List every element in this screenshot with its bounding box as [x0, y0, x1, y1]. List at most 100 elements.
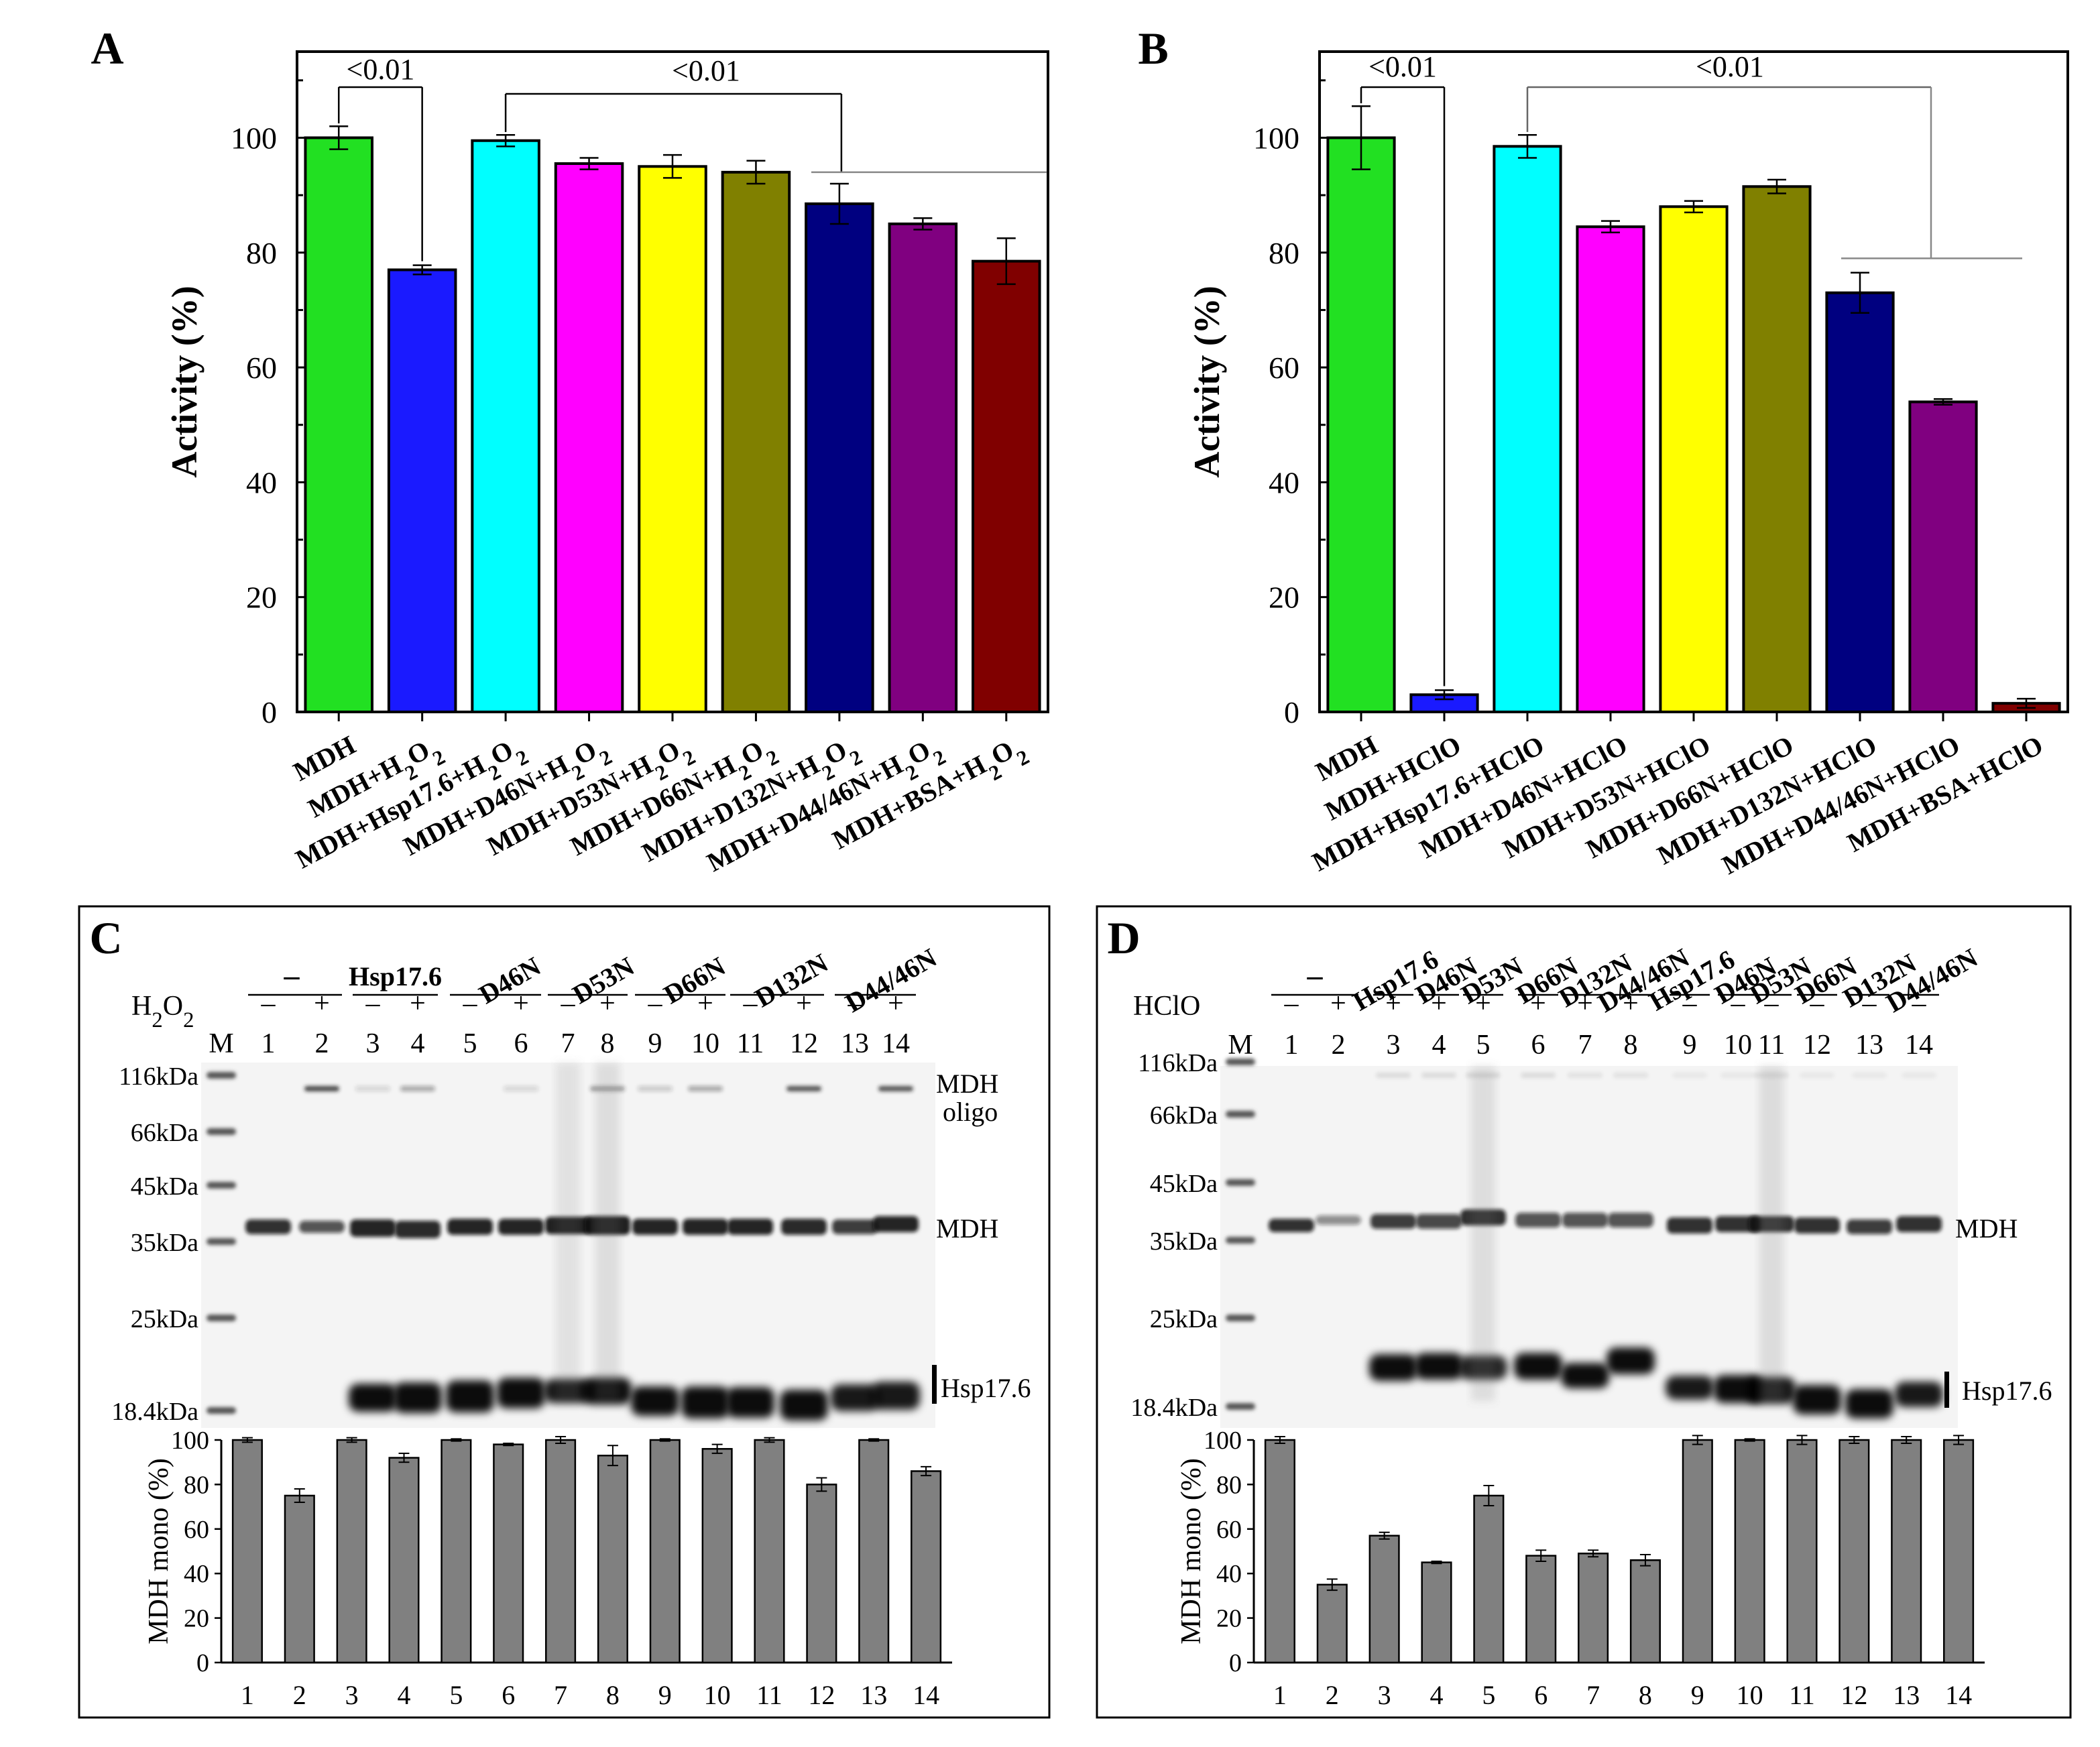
- marker-label: 35kDa: [131, 1229, 198, 1257]
- mdh-band: [447, 1219, 493, 1235]
- oligo-band: [688, 1086, 723, 1091]
- lane-number: 2: [1332, 1030, 1346, 1061]
- treatment-sign: –: [561, 988, 576, 1019]
- oligo-band: [638, 1086, 673, 1091]
- x-category-label: 14: [1945, 1680, 1972, 1710]
- treatment-sign: +: [599, 988, 616, 1019]
- bar: [1326, 136, 1396, 713]
- y-tick-label: 40: [246, 465, 277, 499]
- oligo-band: [1613, 1073, 1648, 1078]
- bar: [888, 222, 958, 713]
- marker-label: 18.4kDa: [111, 1398, 198, 1426]
- marker-band: [207, 1072, 236, 1079]
- x-category-label: 4: [398, 1680, 411, 1710]
- x-category-label: 8: [1639, 1680, 1652, 1710]
- treatment-sign: +: [1330, 988, 1346, 1019]
- hsp-band: [631, 1386, 679, 1416]
- lane-number: 1: [261, 1028, 276, 1059]
- band-label: MDH: [936, 1069, 998, 1099]
- group-label: –: [284, 958, 300, 992]
- treatment-sign: –: [261, 988, 276, 1019]
- mdh-band: [1269, 1219, 1314, 1232]
- lane-number: 13: [1855, 1030, 1883, 1061]
- oligo-band: [1800, 1073, 1834, 1078]
- y-tick-label: 60: [1216, 1516, 1242, 1544]
- treatment-sign: –: [1731, 988, 1746, 1019]
- sig-label: <0.01: [347, 53, 415, 86]
- treatment-sign: +: [1385, 988, 1401, 1019]
- y-tick-label: 40: [184, 1560, 209, 1588]
- hsp-band: [1845, 1389, 1893, 1419]
- marker-band: [1226, 1059, 1255, 1065]
- x-category-label: 6: [502, 1680, 515, 1710]
- marker-lane: 116kDa 66kDa 45kDa 35kDa 25kDa 18.4kDa: [111, 1063, 236, 1426]
- marker-label: 35kDa: [1150, 1227, 1218, 1256]
- x-category-label: 9: [1691, 1680, 1704, 1710]
- treatment-sign: –: [1810, 988, 1825, 1019]
- treatment-sign: –: [1912, 988, 1927, 1019]
- gel-header: – Hsp17.6D46ND53ND66ND132ND44/46NHsp17.6D…: [1133, 943, 1983, 1061]
- x-category-label: 2: [1326, 1680, 1339, 1710]
- x-category-label: 8: [606, 1680, 620, 1710]
- bar: [1742, 185, 1812, 714]
- x-category-label: 5: [1482, 1680, 1495, 1710]
- hsp-band: [1666, 1376, 1714, 1400]
- mono-bar: [441, 1439, 472, 1664]
- lane-number: 9: [1683, 1030, 1697, 1061]
- y-tick-label: 100: [231, 121, 277, 155]
- mdh-band: [1416, 1214, 1462, 1229]
- mono-bar: [1629, 1559, 1661, 1664]
- marker-band: [207, 1182, 236, 1189]
- x-category-label: 3: [1378, 1680, 1391, 1710]
- lane-number: 10: [1724, 1030, 1752, 1061]
- x-category-label: 13: [1893, 1680, 1920, 1710]
- mono-bar: [388, 1457, 420, 1664]
- y-tick-label: 40: [1216, 1560, 1242, 1588]
- y-axis-label: Activity (%): [164, 286, 205, 477]
- hsp-band: [831, 1384, 879, 1411]
- treatment-sign: +: [314, 988, 330, 1019]
- marker-label: 45kDa: [131, 1172, 198, 1201]
- band-label: oligo: [943, 1097, 998, 1127]
- hsp-band: [1514, 1353, 1562, 1380]
- x-category-label: 14: [913, 1680, 939, 1710]
- mdh-band: [1896, 1216, 1942, 1232]
- mono-bar: [231, 1439, 263, 1664]
- oligo-band: [355, 1086, 390, 1091]
- mono-bar: [597, 1454, 628, 1664]
- marker-label: 25kDa: [131, 1305, 198, 1333]
- hsp-band: [681, 1386, 730, 1419]
- lane-number: 4: [411, 1028, 425, 1059]
- mdh-band: [683, 1219, 728, 1235]
- oligo-band: [1568, 1073, 1602, 1078]
- marker-label: 116kDa: [1138, 1049, 1218, 1077]
- sig-label: <0.01: [1696, 50, 1764, 83]
- marker-label: 116kDa: [119, 1063, 198, 1091]
- mdh-band: [1667, 1217, 1712, 1233]
- treatment-sign: +: [410, 988, 426, 1019]
- y-axis-label: MDH mono (%): [1176, 1458, 1207, 1644]
- band-label: Hsp17.6: [941, 1373, 1031, 1403]
- marker-band: [1226, 1179, 1255, 1186]
- y-tick-label: 0: [1284, 695, 1299, 729]
- x-category-label: 2: [293, 1680, 306, 1710]
- y-tick-label: 80: [1269, 236, 1299, 270]
- treatment-sign: –: [743, 988, 758, 1019]
- treatment-sign: –: [848, 988, 863, 1019]
- band-label: Hsp17.6: [1962, 1376, 2052, 1406]
- oligo-band: [878, 1086, 913, 1091]
- marker-band: [1226, 1315, 1255, 1321]
- mono-bar: [284, 1494, 315, 1664]
- mono-bar: [1734, 1439, 1765, 1664]
- hsp-band: [394, 1382, 442, 1413]
- marker-label: 45kDa: [1150, 1170, 1218, 1198]
- mono-bar: [1316, 1583, 1348, 1664]
- x-category-label: 7: [1586, 1680, 1600, 1710]
- bar: [554, 162, 624, 714]
- treatment-sign: –: [463, 988, 478, 1019]
- bar: [805, 202, 874, 713]
- treatment-sign: –: [1284, 988, 1299, 1019]
